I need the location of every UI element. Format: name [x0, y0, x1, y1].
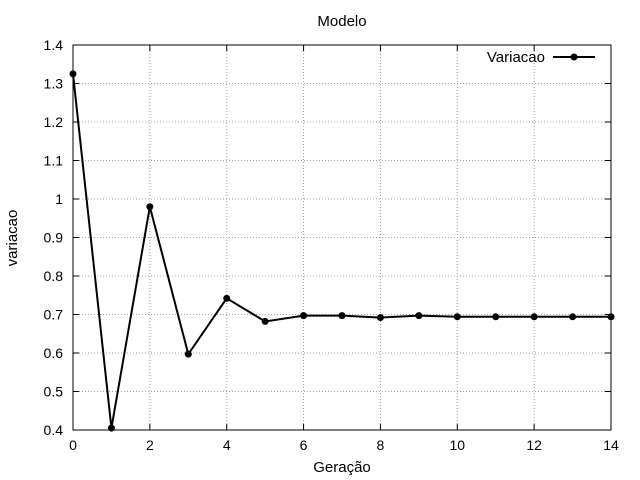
grid-lines: [72, 44, 612, 431]
y-tick-label: 0.7: [44, 307, 64, 323]
x-tick-label: 6: [300, 437, 308, 453]
data-point: [338, 312, 346, 320]
y-tick-label: 1.3: [44, 76, 64, 92]
y-tick-label: 1.2: [44, 114, 64, 130]
data-point: [569, 313, 577, 321]
y-tick-label: 1.1: [44, 153, 64, 169]
data-point: [184, 350, 192, 358]
x-tick-label: 14: [603, 437, 619, 453]
x-tick-label: 12: [526, 437, 542, 453]
chart-title: Modelo: [317, 13, 366, 30]
data-point: [300, 312, 308, 320]
data-point: [146, 203, 154, 211]
y-tick-label: 1: [55, 191, 63, 207]
x-tick-label: 2: [146, 437, 154, 453]
x-tick-label: 8: [377, 437, 385, 453]
y-tick-label: 0.9: [44, 230, 64, 246]
x-tick-label: 10: [449, 437, 465, 453]
y-tick-label: 0.6: [44, 345, 64, 361]
x-axis-title: Geração: [313, 459, 371, 476]
legend-marker: [570, 53, 578, 61]
data-point: [530, 313, 538, 321]
x-tick-label: 4: [223, 437, 231, 453]
axis-ticks: 0.4 0.5 0.6 0.7 0.8 0.9 1 1.1 1.2 1.3 1.4 0 2 4 6 8 10 12…: [44, 37, 619, 453]
data-point: [376, 314, 384, 322]
x-tick-label: 0: [69, 437, 77, 453]
y-tick-label: 0.4: [44, 422, 64, 438]
data-point: [69, 70, 77, 78]
data-point: [223, 294, 231, 302]
legend: Variacao: [487, 49, 595, 66]
plot-frame: [72, 44, 612, 431]
series-line: [72, 73, 611, 429]
series-layer: [69, 70, 615, 432]
y-tick-label: 0.5: [44, 384, 64, 400]
data-point: [453, 313, 461, 321]
y-tick-label: 1.4: [44, 37, 64, 53]
data-point: [261, 317, 269, 325]
y-axis-title: variacao: [4, 210, 21, 267]
data-point: [415, 312, 423, 320]
y-tick-label: 0.8: [44, 268, 64, 284]
data-point: [107, 424, 115, 432]
data-point: [492, 313, 500, 321]
legend-label: Variacao: [487, 49, 545, 66]
data-point: [607, 313, 615, 321]
